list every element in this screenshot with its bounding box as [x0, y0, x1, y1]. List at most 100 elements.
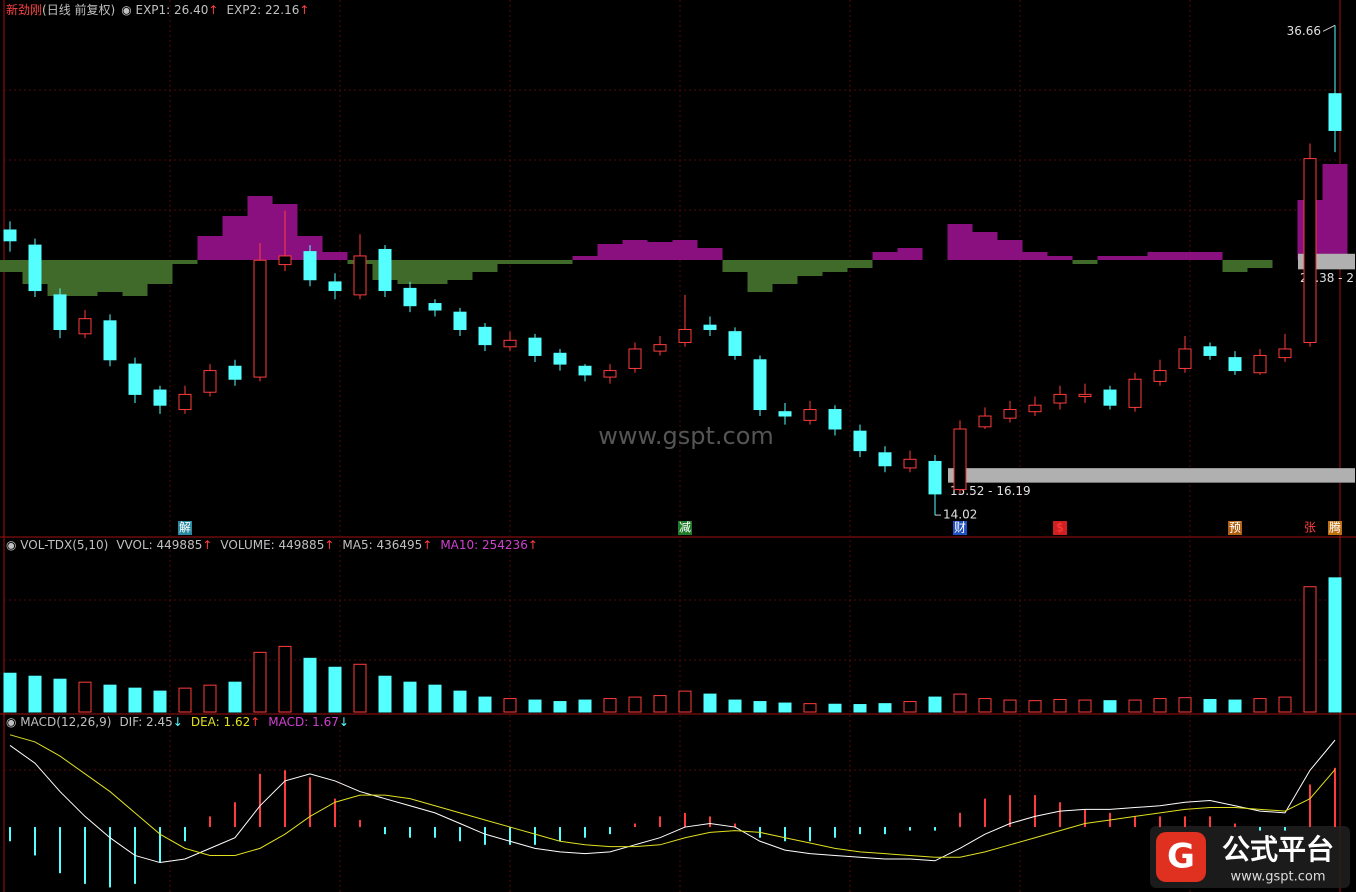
- volume-bar: [1003, 699, 1017, 713]
- grid: [4, 0, 1340, 892]
- readout-arrow: ↑: [299, 3, 309, 17]
- overlay-bar: [1072, 260, 1098, 264]
- readout: VOLUME: 449885: [220, 538, 324, 552]
- volume-bar: [203, 684, 217, 713]
- readout: MA10: 254236: [440, 538, 528, 552]
- volume-bar: [553, 701, 567, 713]
- readout: VOL-TDX(5,10): [20, 538, 108, 552]
- dif-line: [9, 739, 1336, 864]
- candle-body: [1278, 348, 1292, 359]
- candle-body: [953, 428, 967, 491]
- candle-body: [403, 287, 417, 307]
- macd-bar: [809, 827, 811, 842]
- event-marker: [1228, 521, 1242, 535]
- overlay-bar: [672, 240, 698, 260]
- volume-bar: [578, 699, 592, 713]
- overlay-bar: [522, 260, 548, 264]
- overlay-bar: [697, 248, 723, 260]
- candle-body: [928, 460, 942, 495]
- macd-bar: [59, 827, 61, 874]
- readout: DEA: 1.62: [191, 715, 250, 729]
- overlay-bar: [1322, 164, 1348, 260]
- macd-bar: [184, 827, 186, 842]
- macd-bar: [1234, 823, 1236, 828]
- overlay-bar: [622, 240, 648, 260]
- volume-bar: [403, 681, 417, 713]
- overlay-bar: [722, 260, 748, 272]
- volume-bar: [653, 695, 667, 713]
- candle-body: [578, 365, 592, 376]
- volume-bar: [1303, 586, 1317, 713]
- overlay-bar: [72, 260, 98, 296]
- candle-body: [978, 415, 992, 428]
- macd-bar: [34, 827, 36, 856]
- overlay-bar: [872, 252, 898, 260]
- annotation-leader: [1322, 24, 1336, 32]
- macd-bar: [659, 816, 661, 828]
- volume-bar: [128, 687, 142, 713]
- candle-body: [1303, 158, 1317, 343]
- candle-body: [253, 259, 267, 378]
- event-marker: [678, 521, 692, 535]
- candle-body: [453, 311, 467, 330]
- macd-bar: [959, 812, 961, 828]
- event-label: 张: [1304, 521, 1316, 535]
- candle-body: [478, 326, 492, 346]
- candle-body: [278, 255, 292, 266]
- macd-bar: [509, 827, 511, 845]
- overlay-bar: [122, 260, 148, 296]
- macd-bar: [1009, 795, 1011, 828]
- volume-bar: [703, 693, 717, 713]
- macd-bar: [534, 827, 536, 845]
- candle-body: [1028, 404, 1042, 413]
- readout: VVOL: 449885: [116, 538, 202, 552]
- annotation-label: 36.66: [1287, 24, 1321, 38]
- volume-bar: [378, 675, 392, 713]
- overlay-bar: [197, 236, 223, 260]
- candle-body: [1178, 348, 1192, 369]
- macd-bar: [1134, 816, 1136, 828]
- candle-body: [903, 458, 917, 469]
- readout-arrow: ↑: [202, 538, 212, 552]
- volume-bar: [628, 696, 642, 713]
- support-zone: [948, 468, 1355, 483]
- candle-body: [1203, 346, 1217, 356]
- event-marker: [1328, 521, 1342, 535]
- macd-bar: [559, 827, 561, 842]
- macd-bar: [384, 827, 386, 835]
- candle-body: [778, 411, 792, 417]
- volume-bar: [903, 701, 917, 713]
- logo: G 公式平台 www.gspt.com: [1150, 826, 1350, 888]
- dea-line: [9, 734, 1336, 858]
- macd-bar: [1184, 816, 1186, 828]
- overlay-bar: [897, 248, 923, 260]
- overlay-bar: [97, 260, 123, 292]
- candle-body: [378, 248, 392, 292]
- macd-bar: [884, 827, 886, 835]
- pane-header: 新劲刚(日线 前复权) ◉ EXP1: 26.40↑ EXP2: 22.16↑: [6, 2, 309, 17]
- overlay-bar: [547, 260, 573, 264]
- candle-body: [178, 393, 192, 411]
- macd-bar: [259, 773, 261, 828]
- volume-bar: [828, 703, 842, 713]
- volume-bar: [1253, 698, 1267, 713]
- readout: EXP1: 26.40: [136, 3, 209, 17]
- volume-bar: [678, 690, 692, 713]
- overlay-bar: [1147, 252, 1173, 260]
- volume-bar: [953, 693, 967, 713]
- candle-body: [1253, 354, 1267, 374]
- readout-arrow: ↑: [208, 3, 218, 17]
- macd-bar: [609, 827, 611, 835]
- candle-body: [103, 320, 117, 361]
- readout: MACD(12,26,9): [20, 715, 111, 729]
- candle-body: [878, 452, 892, 467]
- readout-arrow: ↑: [422, 538, 432, 552]
- overlay-bar: [0, 260, 23, 272]
- candle-body: [3, 229, 17, 242]
- volume-bar: [878, 703, 892, 713]
- readout: MA5: 436495: [342, 538, 422, 552]
- macd-bar: [1159, 816, 1161, 828]
- macd-bar: [1034, 795, 1036, 828]
- overlay-bar: [422, 260, 448, 284]
